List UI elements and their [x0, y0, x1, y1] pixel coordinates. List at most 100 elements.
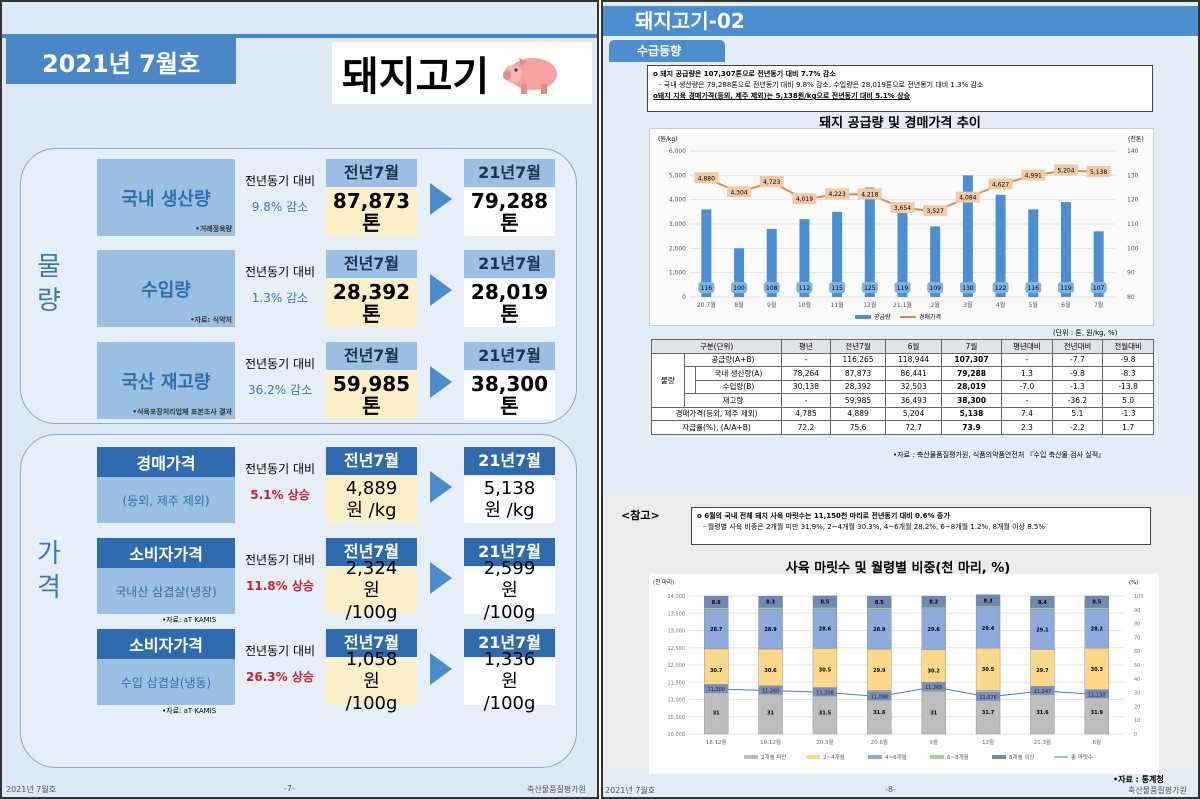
segment-label: 8.5 — [1092, 600, 1101, 606]
table-cell: 72.7 — [885, 420, 942, 435]
table-cell: -1.3 — [1051, 379, 1104, 394]
price-label-bg — [727, 186, 752, 198]
y-right-tick: 140 — [1127, 148, 1139, 155]
x-tick: 20.3월 — [816, 738, 833, 746]
y-right-label: (천톤) — [1128, 135, 1144, 143]
supply-bar — [1028, 209, 1039, 297]
y-right-tick: 120 — [1127, 197, 1139, 204]
item-note: •식육포장처리업체 표본조사 결과 — [132, 408, 232, 416]
stack-segment — [812, 595, 838, 608]
supply-label: 108 — [766, 285, 778, 292]
segment-label: 8.2 — [929, 600, 938, 606]
row-label: 공급량(A+B) — [683, 352, 783, 367]
table-row: 수입량(B) 30,138 28,392 32,503 28,019 -7.0 -1.3 -1… — [652, 379, 1154, 394]
compare-label: 전년동기 대비 — [244, 265, 316, 279]
price-label: 4,304 — [730, 189, 747, 196]
supply-bar — [799, 219, 810, 297]
row-label: 수입량(B) — [694, 379, 783, 394]
chart2-source: •자료 : 통계청 — [1113, 775, 1164, 784]
segment-label: 8.4 — [1038, 600, 1047, 606]
y-left-tick: 2,000 — [669, 245, 686, 252]
table-cell: 1.7 — [1102, 420, 1154, 435]
supply-label: 112 — [799, 285, 811, 292]
segment-label: 28.9 — [764, 627, 777, 633]
prev-value: 87,873톤 — [326, 188, 417, 236]
summary-line: - 국내 생산량은 79,288톤으로 전년동기 대비 9.8% 감소, 수입량… — [659, 81, 984, 89]
supply-label-bg — [894, 282, 911, 293]
price-label: 4,223 — [829, 191, 846, 198]
segment-label: 31.5 — [819, 710, 832, 716]
stack-segment — [812, 608, 838, 649]
supply-table: 구분(단위) 평년 전년7월 6월 7월 평년대비 전년대비 전월대비 물량 공급량(A+B) -1… — [650, 339, 1154, 435]
supply-label-bg — [992, 282, 1009, 293]
table-cell: -9.8 — [1051, 366, 1104, 381]
x-tick: 18.12월 — [706, 738, 727, 746]
column-header: 전년대비 — [1051, 339, 1104, 354]
item-note: •거래정육량 — [195, 225, 232, 233]
supply-bar — [864, 187, 875, 297]
headcount-label: 11,150 — [1088, 692, 1106, 698]
headcount-label: 11,300 — [707, 687, 725, 693]
prev-header: 전년7월 — [326, 342, 417, 370]
legend-label: 공급량 — [874, 314, 891, 321]
y-left-tick: 3,000 — [669, 221, 686, 228]
compare-label: 전년동기 대비 — [244, 357, 316, 371]
segment-label: 30.7 — [710, 668, 723, 674]
y-right-tick: 80 — [1127, 294, 1135, 301]
compare-block: 전년동기 대비 26.3% 상승 — [240, 641, 320, 687]
item-name: 국내 생산량 — [121, 188, 211, 210]
legend-label: 2개월 미만 — [761, 753, 787, 761]
segment-label: 29.4 — [982, 626, 995, 632]
cur-header: 21년7월 — [464, 250, 555, 278]
cur-header: 21년7월 — [464, 538, 555, 566]
page-7: 2021년 7월호 돼지고기 물량 가격 국내 생산량 •거래정육량 전년동기 대비… — [0, 0, 599, 799]
supply-bar — [701, 209, 712, 297]
volume-group-label: 물량 — [37, 252, 61, 316]
price-label-bg — [890, 202, 915, 214]
x-tick: 6월 — [1093, 738, 1102, 746]
price-label-bg — [1086, 165, 1111, 177]
price-item-label: 경매가격 (등외, 제주 제외) — [97, 447, 235, 523]
table-cell: -9.8 — [1102, 352, 1154, 367]
table-row: 재고량 -59,985 36,493 38,300- -36.2 5.0 — [652, 393, 1154, 408]
page-8: 돼지고기-02 수급동향 o 돼지 공급량은 107,307톤으로 전년동기 대… — [601, 0, 1200, 799]
row-label: 국내 생산량(A) — [694, 366, 783, 381]
price-label: 4,880 — [698, 175, 715, 182]
table-cell: 32,503 — [885, 379, 942, 394]
item-name: 소비자가격 — [97, 629, 235, 659]
page-header: 돼지고기-02 — [603, 6, 1198, 36]
price-label: 4,084 — [959, 195, 976, 202]
y-right-tick: 0 — [1134, 732, 1137, 738]
compare-block: 전년동기 대비 11.8% 상승 — [240, 550, 320, 596]
x-tick: 12월 — [863, 301, 876, 309]
table-cell: 78,264 — [781, 366, 831, 381]
stack-segment — [1030, 595, 1055, 608]
column-header: 6월 — [885, 339, 942, 354]
y-left-tick: 1,000 — [669, 270, 686, 277]
arrow-right-icon — [430, 366, 452, 398]
arrow-right-icon — [430, 274, 452, 306]
x-tick: 3월 — [963, 301, 972, 309]
segment-label: 8.5 — [875, 600, 884, 606]
segment-label: 28.2 — [1091, 627, 1104, 633]
table-cell: -36.2 — [1051, 393, 1104, 408]
stack-segment — [975, 605, 1001, 608]
y-left-tick: 10,500 — [668, 715, 686, 721]
y-left-tick: 12,000 — [668, 663, 686, 669]
cur-header: 21년7월 — [464, 159, 555, 187]
change-value: 5.1% 상승 — [250, 488, 310, 502]
table-cell: 118,944 — [885, 352, 942, 367]
y-left-label: (천 마리) — [653, 578, 674, 586]
stack-segment — [867, 595, 892, 608]
prev-value: 2,324원 /100g — [326, 558, 417, 623]
legend-swatch — [744, 755, 758, 759]
summary-line: o돼지 지육 경매가격(등외, 제주 제외)는 5,138원/kg으로 전년동기… — [653, 92, 911, 100]
table-cell: 5,138 — [940, 406, 1003, 421]
table-cell: - — [781, 393, 831, 408]
supply-label: 130 — [962, 285, 974, 292]
column-header: 평년대비 — [1001, 339, 1053, 354]
prev-header: 전년7월 — [326, 538, 417, 566]
segment-label: 8.5 — [821, 600, 830, 606]
x-tick: 21.3월 — [1034, 738, 1051, 746]
stack-segment — [1084, 595, 1110, 608]
